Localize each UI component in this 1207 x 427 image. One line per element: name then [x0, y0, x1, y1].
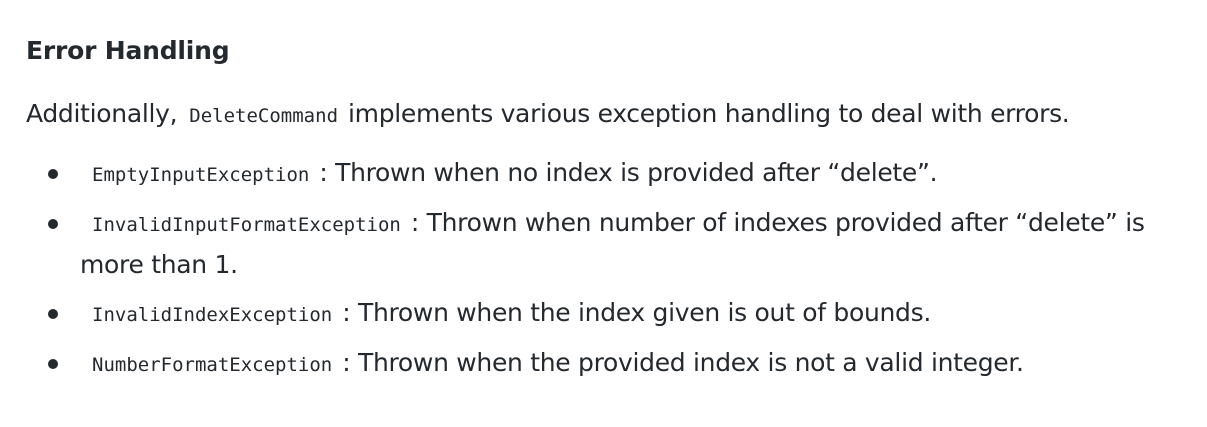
- exception-code: InvalidInputFormatException: [92, 214, 401, 236]
- bullet-icon: [48, 309, 58, 319]
- exception-description: : Thrown when number of indexes provided…: [80, 208, 1145, 279]
- exception-description: : Thrown when the index given is out of …: [342, 298, 931, 327]
- list-item-text: NumberFormatException : Thrown when the p…: [80, 343, 1167, 385]
- list-item: EmptyInputException : Thrown when no inde…: [26, 153, 1167, 195]
- list-item-text: InvalidIndexException : Thrown when the i…: [80, 293, 1167, 335]
- list-item: InvalidIndexException : Thrown when the i…: [26, 293, 1167, 335]
- intro-code: DeleteCommand: [189, 105, 339, 127]
- list-item-text: InvalidInputFormatException: Thrown when…: [80, 203, 1167, 285]
- exception-code: NumberFormatException: [92, 354, 333, 376]
- intro-prefix: Additionally,: [26, 99, 178, 128]
- list-item: InvalidInputFormatException: Thrown when…: [26, 203, 1167, 285]
- section-heading: Error Handling: [26, 36, 230, 65]
- exception-list: EmptyInputException : Thrown when no inde…: [26, 153, 1167, 385]
- intro-suffix: implements various exception handling to…: [348, 99, 1070, 128]
- bullet-icon: [48, 169, 58, 179]
- exception-description: : Thrown when the provided index is not …: [342, 348, 1024, 377]
- bullet-icon: [48, 219, 58, 229]
- exception-description: : Thrown when no index is provided after…: [319, 158, 938, 187]
- list-item: NumberFormatException : Thrown when the p…: [26, 343, 1167, 385]
- exception-code: EmptyInputException: [92, 164, 310, 186]
- bullet-icon: [48, 359, 58, 369]
- exception-code: InvalidIndexException: [92, 304, 333, 326]
- list-item-text: EmptyInputException : Thrown when no inde…: [80, 153, 1167, 195]
- intro-paragraph: Additionally, DeleteCommand implements var…: [26, 97, 1167, 133]
